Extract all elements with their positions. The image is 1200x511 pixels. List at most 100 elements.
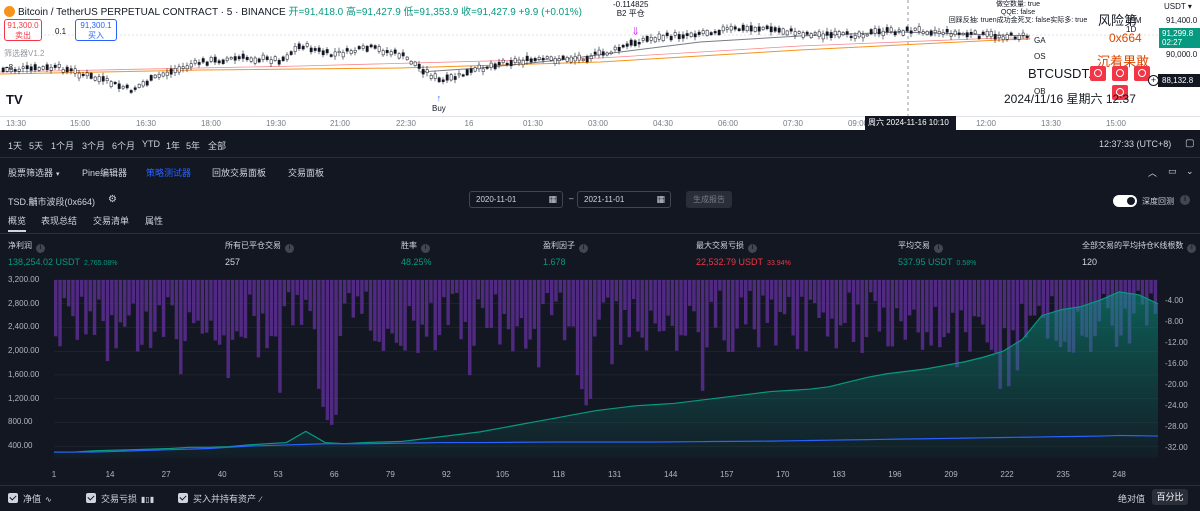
absolute-value-button[interactable]: 绝对值 (1118, 494, 1146, 504)
info-icon[interactable]: i (1187, 244, 1197, 253)
hide-panel-icon[interactable]: ⌄ (1186, 166, 1194, 176)
x-axis-tick: 66 (329, 470, 339, 479)
candle-body (761, 26, 765, 30)
panel-tabs: 股票筛选器 ▾ Pine编辑器 策略测试器 回放交易面板 交易面板 ︿ ▭ ⌄ (0, 158, 1200, 186)
candle-body (313, 48, 317, 51)
tab-strategy-tester[interactable]: 策略测试器 (146, 166, 192, 186)
right-axis-tick: -16.00 (1165, 358, 1188, 368)
gear-icon[interactable]: ⚙ (108, 194, 117, 205)
equity-chart-canvas[interactable] (0, 272, 1200, 482)
range-ytd[interactable]: YTD (142, 139, 160, 149)
tab-overview[interactable]: 概览 (8, 216, 27, 232)
candle-body (845, 31, 849, 35)
date-from-input[interactable]: 2020-11-01 ▦ (469, 191, 563, 208)
calendar-icon[interactable]: ▦ (656, 194, 665, 204)
drawdown-bar (916, 280, 920, 333)
range-3m[interactable]: 3个月 (82, 141, 106, 151)
candle-body (893, 31, 897, 36)
symbol-title[interactable]: Bitcoin / TetherUS PERPETUAL CONTRACT · … (4, 3, 582, 18)
checkbox-icon[interactable] (178, 493, 188, 503)
time-axis-label: 04:30 (652, 119, 674, 128)
tab-performance-summary[interactable]: 表现总结 (41, 216, 78, 226)
strategy-name[interactable]: TSD.黼市波段(0x664) (8, 197, 96, 207)
calendar-icon[interactable]: ▦ (548, 194, 557, 204)
candle-body (957, 32, 961, 36)
generate-report-button[interactable]: 生成报告 (686, 191, 732, 208)
tab-trading-panel[interactable]: 交易面板 (288, 166, 324, 179)
maximize-icon[interactable]: ▭ (1168, 166, 1177, 176)
stat-value: 1.678 (543, 257, 588, 267)
drawdown-bar (360, 280, 364, 314)
x-axis-tick: 196 (888, 470, 902, 479)
right-axis-tick: -20.00 (1165, 379, 1188, 389)
candle-body (629, 39, 633, 46)
drawdown-bar (278, 280, 282, 393)
range-1d[interactable]: 1天 (8, 141, 23, 151)
drawdown-bar (675, 280, 679, 351)
candle-body (805, 31, 809, 35)
drawdown-bar (813, 280, 817, 304)
equity-chart[interactable]: 3,200.00 2,800.00 2,400.00 2,000.00 1,600.00… (0, 272, 1200, 482)
info-icon[interactable]: i (579, 244, 588, 253)
legend-drawdown[interactable]: 交易亏损 ▮▯▮ (86, 492, 154, 505)
layout-icon[interactable]: ▢ (1185, 138, 1195, 149)
info-icon[interactable]: i (421, 244, 430, 253)
drawdown-bar (347, 280, 351, 294)
drawdown-bar (994, 280, 998, 353)
range-5d[interactable]: 5天 (29, 141, 44, 151)
tab-replay-panel[interactable]: 回放交易面板 (212, 166, 266, 179)
percent-button[interactable]: 百分比 (1152, 489, 1188, 505)
checkbox-icon[interactable] (8, 493, 18, 503)
range-6m[interactable]: 6个月 (112, 141, 136, 151)
legend-buy-hold[interactable]: 买入并持有资产 ∕ (178, 492, 261, 505)
stat-item: 最大交易亏损 i 22,532.79 USDT 33.94% (696, 240, 791, 267)
drawdown-bar (84, 280, 88, 335)
tab-pine-editor[interactable]: Pine编辑器 (82, 166, 127, 179)
range-1y[interactable]: 1年 (166, 141, 181, 151)
range-5y[interactable]: 5年 (186, 141, 201, 151)
info-icon[interactable]: i (285, 244, 294, 253)
drawdown-bar (821, 280, 826, 313)
candle-body (321, 50, 325, 56)
candle-body (453, 76, 457, 80)
legend-equity[interactable]: 净值 ∿ (8, 492, 52, 505)
price-chart-canvas[interactable]: ⇓ (0, 0, 1160, 116)
drawdown-bar (1041, 280, 1046, 318)
screener-indicator-label[interactable]: 筛选器V1.2 (4, 49, 45, 58)
info-icon[interactable]: i (1180, 195, 1190, 205)
tab-stock-screener[interactable]: 股票筛选器 ▾ (8, 166, 60, 179)
price-chart[interactable]: ⇓ Bitcoin / TetherUS PERPETUAL CONTRACT … (0, 0, 1200, 130)
drawdown-bar (1028, 280, 1033, 316)
sell-button[interactable]: 91,300.0 卖出 (4, 19, 42, 41)
range-1m[interactable]: 1个月 (51, 141, 75, 151)
motto-text: 沉着果敢 (1097, 54, 1150, 69)
candle-body (765, 25, 769, 30)
drawdown-bar (679, 280, 683, 336)
deep-backtest-toggle[interactable] (1113, 195, 1137, 207)
candle-body (473, 67, 477, 72)
drawdown-bar (381, 280, 386, 351)
info-icon[interactable]: i (748, 244, 757, 253)
date-to-input[interactable]: 2021-11-01 ▦ (577, 191, 671, 208)
currency-select[interactable]: USDT ▾ (1164, 2, 1192, 11)
drawdown-bar (140, 280, 144, 345)
buy-button[interactable]: 91,300.1 买入 (75, 19, 117, 41)
time-axis[interactable]: 13:30 15:00 16:30 18:00 19:30 21:00 22:30 16 01:… (0, 116, 1200, 130)
time-axis-label: 16 (464, 119, 474, 128)
info-icon[interactable]: i (36, 244, 45, 253)
candle-body (425, 69, 429, 73)
date-to-value: 2021-11-01 (584, 195, 625, 204)
drawdown-bar (774, 280, 778, 346)
clock[interactable]: 12:37:33 (UTC+8) (1099, 139, 1172, 149)
x-axis-tick: 157 (720, 470, 734, 479)
candle-body (397, 53, 401, 59)
range-all[interactable]: 全部 (208, 141, 227, 151)
tab-trades-list[interactable]: 交易清单 (93, 216, 130, 226)
drawdown-bar (748, 280, 752, 291)
tab-properties[interactable]: 属性 (145, 216, 164, 226)
left-axis-tick: 400.00 (8, 441, 33, 451)
candle-body (1, 67, 5, 73)
info-icon[interactable]: i (934, 244, 943, 253)
checkbox-icon[interactable] (86, 493, 96, 503)
collapse-icon[interactable]: ︿ (1148, 168, 1158, 178)
